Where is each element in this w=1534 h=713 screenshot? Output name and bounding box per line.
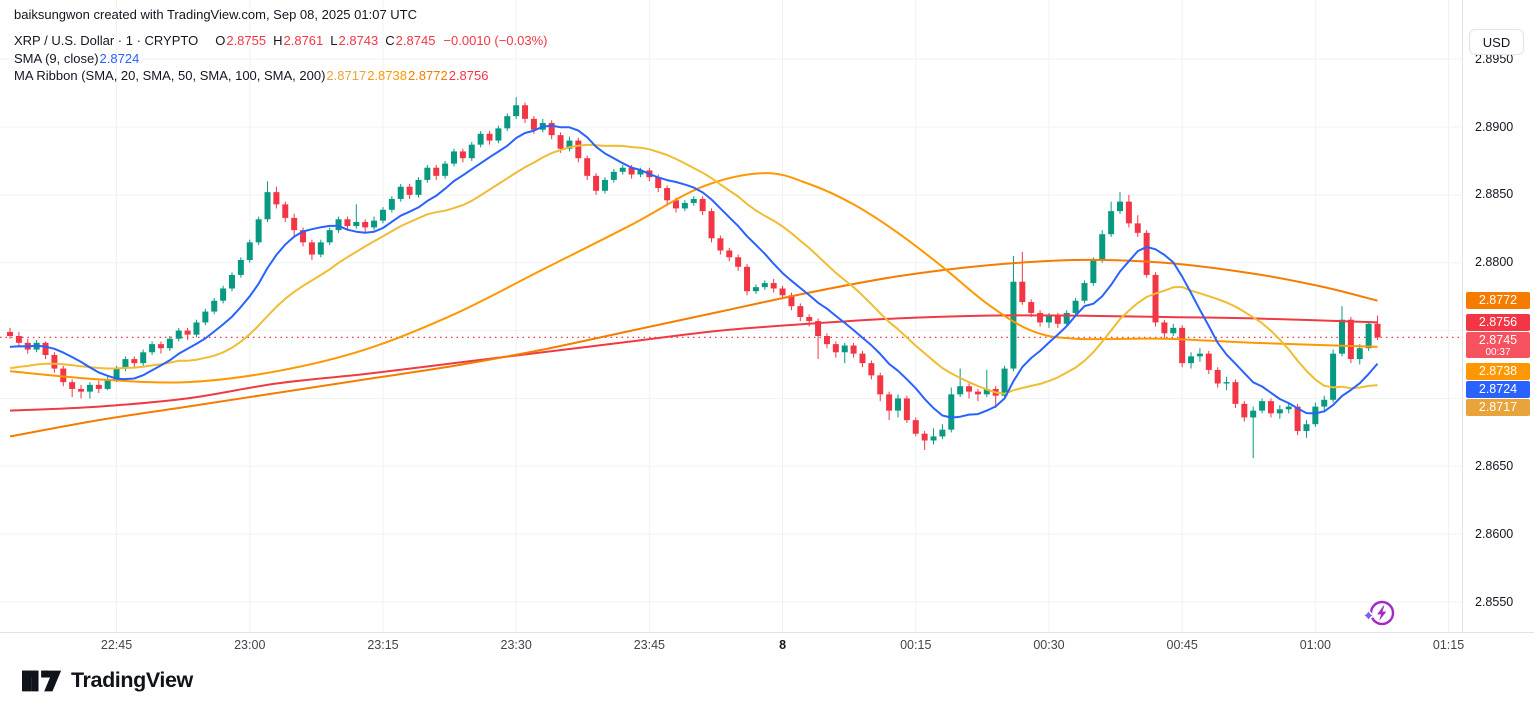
time-tick-label: 23:45	[633, 638, 665, 652]
time-tick-label: 23:30	[500, 638, 532, 652]
price-tick-label: 2.8900	[1475, 119, 1514, 134]
time-tick-label: 00:45	[1166, 638, 1198, 652]
legend-sma-row[interactable]: SMA (9, close)2.8724	[14, 50, 548, 68]
close-label: C	[385, 33, 395, 48]
time-tick-label: 23:15	[367, 638, 399, 652]
high-value: 2.8761	[283, 33, 324, 48]
sma50-price-label: 2.8738	[1466, 362, 1530, 380]
time-tick-label: 22:45	[100, 638, 133, 652]
chart-canvas[interactable]	[0, 0, 1462, 632]
open-label: O	[215, 33, 226, 48]
currency-usd-button[interactable]: USD	[1469, 29, 1524, 55]
lightning-bolt-icon[interactable]	[1359, 596, 1397, 630]
ribbon-sma20-value: 2.8717	[326, 68, 367, 83]
time-tick-label: 00:30	[1033, 638, 1065, 652]
price-tick-label: 2.8600	[1475, 526, 1514, 541]
close-value: 2.8745	[395, 33, 436, 48]
candlestick-chart	[0, 0, 1462, 632]
time-axis[interactable]: 22:45 23:00 23:15 23:30 23:45 8 00:15 00:30 00:4…	[0, 632, 1534, 656]
ribbon-sma200-value: 2.8756	[448, 68, 489, 83]
high-label: H	[273, 33, 283, 48]
last-price-label: 2.8745 00:37	[1466, 331, 1530, 358]
change-value: −0.0010 (−0.03%)	[443, 33, 548, 48]
legend-symbol-row[interactable]: XRP / U.S. Dollar · 1 · CRYPTO O2.8755 H2.…	[14, 32, 548, 50]
tradingview-logo[interactable]: TradingView	[22, 668, 193, 693]
price-tick-label: 2.8850	[1475, 187, 1514, 202]
time-tick-label: 23:00	[234, 638, 266, 652]
low-label: L	[330, 33, 338, 48]
time-tick-label: 01:00	[1299, 638, 1331, 652]
open-value: 2.8755	[226, 33, 267, 48]
sma-title: SMA (9, close)	[14, 50, 99, 66]
sma200-price-label: 2.8756	[1466, 313, 1530, 331]
sma9-price-label: 2.8724	[1466, 380, 1530, 398]
price-tick-label: 2.8950	[1475, 51, 1514, 66]
ribbon-sma50-value: 2.8738	[367, 68, 407, 83]
tradingview-mark-icon	[22, 670, 62, 691]
low-value: 2.8743	[338, 33, 379, 48]
ribbon-title: MA Ribbon (SMA, 20, SMA, 50, SMA, 100, S…	[14, 68, 326, 83]
legend-ribbon-row[interactable]: MA Ribbon (SMA, 20, SMA, 50, SMA, 100, S…	[14, 67, 548, 85]
price-tick-label: 2.8800	[1475, 255, 1514, 270]
price-tick-label: 2.8550	[1475, 594, 1514, 609]
ribbon-sma100-value: 2.8772	[407, 68, 448, 83]
attribution-text: baiksungwon created with TradingView.com…	[14, 7, 417, 22]
time-tick-label: 00:15	[900, 638, 932, 652]
price-tick-label: 2.8650	[1475, 458, 1514, 473]
symbol-title: XRP / U.S. Dollar · 1 · CRYPTO	[14, 33, 199, 48]
price-axis[interactable]: 2.8950 2.8900 2.8850 2.8800 2.8650 2.8600 2.85…	[1462, 0, 1534, 632]
time-tick-label: 8	[779, 638, 787, 652]
time-tick-label: 01:15	[1432, 638, 1465, 652]
legend-panel: XRP / U.S. Dollar · 1 · CRYPTO O2.8755 H2.…	[14, 32, 548, 85]
sma-value: 2.8724	[99, 50, 140, 66]
sma20-price-label: 2.8717	[1466, 398, 1530, 416]
tradingview-wordmark: TradingView	[71, 668, 193, 692]
sma100-price-label: 2.8772	[1466, 292, 1530, 310]
